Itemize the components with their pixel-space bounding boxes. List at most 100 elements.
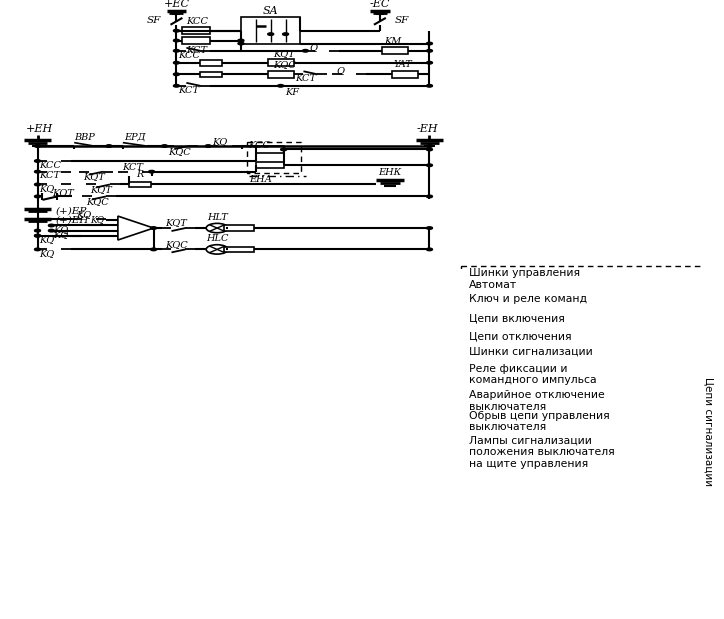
Text: KQ: KQ <box>76 210 91 219</box>
Bar <box>224 225 254 231</box>
Bar <box>268 59 293 66</box>
Text: KQC: KQC <box>273 60 295 69</box>
Bar <box>461 280 702 290</box>
Bar <box>256 162 284 168</box>
Text: Q: Q <box>336 66 344 76</box>
Circle shape <box>49 229 54 232</box>
Circle shape <box>161 145 167 147</box>
Text: KCT: KCT <box>178 85 199 95</box>
Text: KQC: KQC <box>86 197 109 206</box>
Text: SF: SF <box>147 16 161 25</box>
Circle shape <box>426 148 432 151</box>
Circle shape <box>174 39 180 42</box>
Circle shape <box>426 85 432 87</box>
Circle shape <box>35 145 41 147</box>
Text: KCC: KCC <box>178 51 201 59</box>
Circle shape <box>426 195 432 197</box>
Text: KQ: KQ <box>54 230 69 240</box>
Circle shape <box>426 61 432 64</box>
Text: KCT: KCT <box>122 163 143 172</box>
Text: KQ: KQ <box>40 235 55 245</box>
Text: KQC: KQC <box>166 240 188 249</box>
Bar <box>224 246 254 252</box>
Bar <box>461 431 702 473</box>
Bar <box>461 327 702 345</box>
Bar <box>461 412 702 431</box>
Circle shape <box>268 33 274 35</box>
Circle shape <box>281 148 287 151</box>
Bar <box>129 182 151 188</box>
Bar <box>461 309 702 327</box>
Text: +EH: +EH <box>26 124 53 134</box>
Circle shape <box>151 248 156 251</box>
Text: Шинки управления: Шинки управления <box>469 267 580 277</box>
Circle shape <box>106 145 112 147</box>
Circle shape <box>303 50 308 52</box>
Text: KF: KF <box>285 88 300 97</box>
Text: Q: Q <box>309 43 317 52</box>
Text: YAT: YAT <box>393 60 412 69</box>
Bar <box>461 290 702 309</box>
Bar <box>256 146 284 153</box>
Circle shape <box>35 235 41 237</box>
Text: Шинки сигнализации: Шинки сигнализации <box>469 347 593 357</box>
Bar <box>247 142 301 173</box>
Text: KQ: KQ <box>212 137 227 146</box>
Text: KCT: KCT <box>186 46 207 54</box>
Text: KQ: KQ <box>54 225 69 234</box>
Bar <box>201 72 222 77</box>
Circle shape <box>35 195 41 197</box>
Text: KQT: KQT <box>90 185 111 194</box>
Circle shape <box>282 33 289 35</box>
Text: SA: SA <box>263 6 279 15</box>
Circle shape <box>174 61 180 64</box>
Text: KCC: KCC <box>40 161 62 170</box>
Text: -EH: -EH <box>417 124 438 134</box>
Text: KCC: KCC <box>248 141 270 150</box>
Text: HLT: HLT <box>207 213 227 222</box>
Circle shape <box>151 227 156 229</box>
Bar <box>182 37 210 44</box>
Text: ЕРД: ЕРД <box>124 132 146 142</box>
Text: KQC: KQC <box>169 147 191 155</box>
Text: Автомат: Автомат <box>469 280 518 290</box>
Circle shape <box>35 235 41 237</box>
Circle shape <box>174 30 180 32</box>
Circle shape <box>174 73 180 76</box>
Text: Цепи включения: Цепи включения <box>469 313 565 323</box>
Text: KQ: KQ <box>40 184 55 193</box>
Text: (+)ЕР: (+)ЕР <box>55 206 87 215</box>
Text: ЕНА: ЕНА <box>249 175 272 184</box>
Text: KCT: KCT <box>40 171 61 181</box>
Text: KCC: KCC <box>186 17 209 25</box>
Text: Цепи сигнализации: Цепи сигнализации <box>703 377 713 486</box>
Text: Обрыв цепи управления
выключателя: Обрыв цепи управления выключателя <box>469 411 610 433</box>
Bar <box>182 27 210 34</box>
Circle shape <box>426 145 432 147</box>
Circle shape <box>426 42 432 45</box>
Text: KQT: KQT <box>273 49 295 58</box>
Circle shape <box>277 85 284 87</box>
Text: KQT: KQT <box>166 219 188 227</box>
Text: Цепи отключения: Цепи отключения <box>469 331 572 341</box>
Circle shape <box>35 248 41 251</box>
Circle shape <box>35 183 41 186</box>
Text: Аварийное отключение
выключателя: Аварийное отключение выключателя <box>469 390 605 412</box>
Text: KQT: KQT <box>52 188 74 197</box>
Text: KCT: KCT <box>295 74 316 83</box>
Bar <box>461 390 702 412</box>
Bar <box>461 345 702 359</box>
Text: ЕНК: ЕНК <box>378 168 401 177</box>
Text: KQ: KQ <box>40 249 55 258</box>
Circle shape <box>35 170 41 173</box>
Circle shape <box>426 248 432 251</box>
Bar <box>201 60 222 66</box>
Text: Ключ и реле команд: Ключ и реле команд <box>469 294 587 304</box>
Circle shape <box>426 227 432 229</box>
Bar <box>241 17 300 43</box>
Text: SF: SF <box>395 16 409 25</box>
Circle shape <box>148 170 155 173</box>
Circle shape <box>205 145 211 147</box>
Circle shape <box>426 50 432 52</box>
Text: HLC: HLC <box>206 234 228 243</box>
